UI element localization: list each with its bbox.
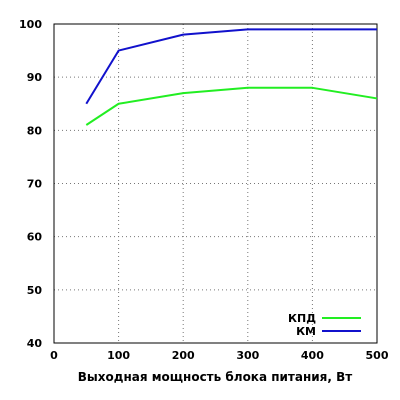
y-tick-label: 40 <box>27 337 43 350</box>
y-tick-label: 80 <box>27 124 43 137</box>
grid <box>54 24 377 343</box>
y-tick-label: 100 <box>19 18 42 31</box>
x-tick-labels: 0 100 200 300 400 500 <box>50 349 389 362</box>
series-line-1 <box>85 86 378 126</box>
y-tick-label: 60 <box>27 231 43 244</box>
x-tick-label: 200 <box>172 349 195 362</box>
legend-label: КМ <box>296 325 316 338</box>
series-lines <box>85 28 378 126</box>
y-tick-label: 50 <box>27 284 43 297</box>
x-tick-label: 0 <box>50 349 58 362</box>
x-tick-label: 100 <box>107 349 130 362</box>
x-tick-label: 400 <box>301 349 324 362</box>
legend-label: КПД <box>288 312 316 325</box>
x-axis-title: Выходная мощность блока питания, Вт <box>78 370 353 384</box>
axes <box>53 23 378 344</box>
plot-frame <box>53 23 378 344</box>
y-tick-label: 70 <box>27 178 43 191</box>
x-tick-label: 500 <box>366 349 389 362</box>
series-line-2 <box>85 28 377 105</box>
x-tick-label: 300 <box>236 349 259 362</box>
y-tick-label: 90 <box>27 71 43 84</box>
y-tick-labels: 40 50 60 70 80 90 100 <box>19 18 42 350</box>
